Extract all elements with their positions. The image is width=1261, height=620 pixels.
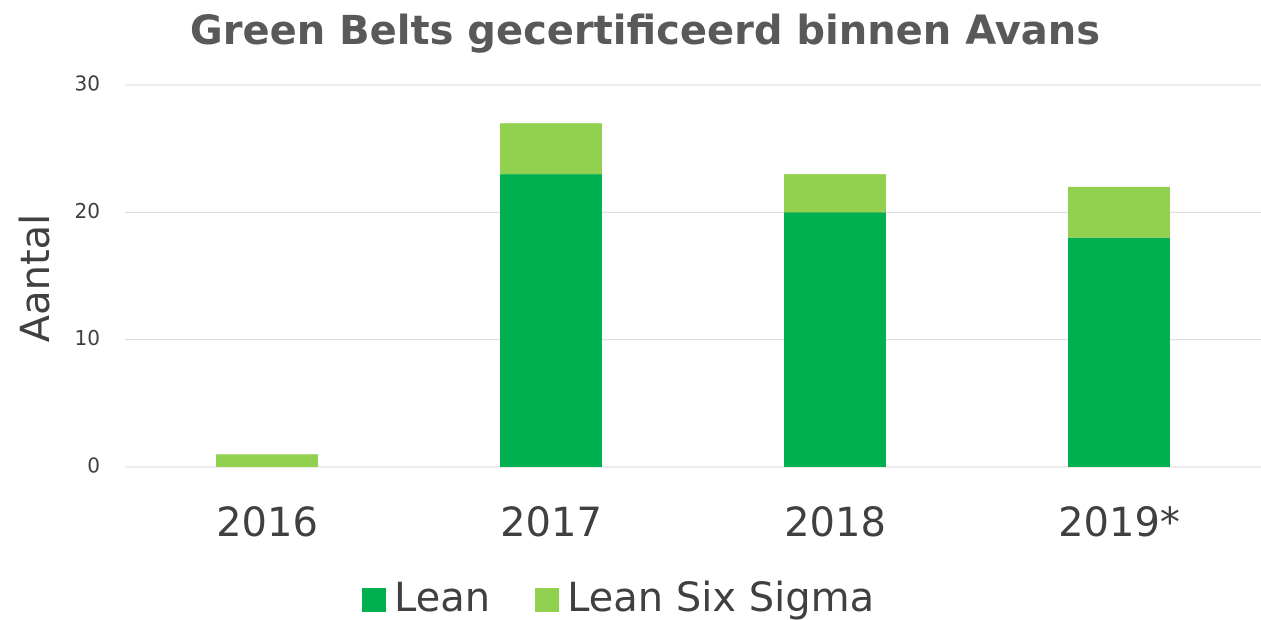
legend-label: Lean Six Sigma <box>567 575 874 620</box>
y-tick-label: 0 <box>87 454 100 478</box>
x-tick-label: 2019* <box>1058 500 1180 546</box>
legend-label: Lean <box>394 575 490 620</box>
x-tick-label: 2018 <box>784 500 886 546</box>
legend-swatch <box>362 588 386 612</box>
chart-title: Green Belts gecertificeerd binnen Avans <box>190 8 1100 54</box>
bar-segment <box>1068 186 1170 238</box>
bar-segment <box>784 174 886 213</box>
bar-segment <box>216 454 318 467</box>
bar-segment <box>500 174 602 467</box>
y-axis-label: Aantal <box>13 214 59 343</box>
bar-segment <box>1068 237 1170 467</box>
legend-swatch <box>535 588 560 612</box>
bar-segment <box>500 123 602 175</box>
x-tick-label: 2017 <box>500 500 602 546</box>
y-tick-label: 10 <box>75 326 100 350</box>
y-tick-label: 30 <box>75 72 100 96</box>
y-tick-label: 20 <box>75 199 100 223</box>
bar-segment <box>784 212 886 467</box>
x-tick-label: 2016 <box>216 500 318 546</box>
